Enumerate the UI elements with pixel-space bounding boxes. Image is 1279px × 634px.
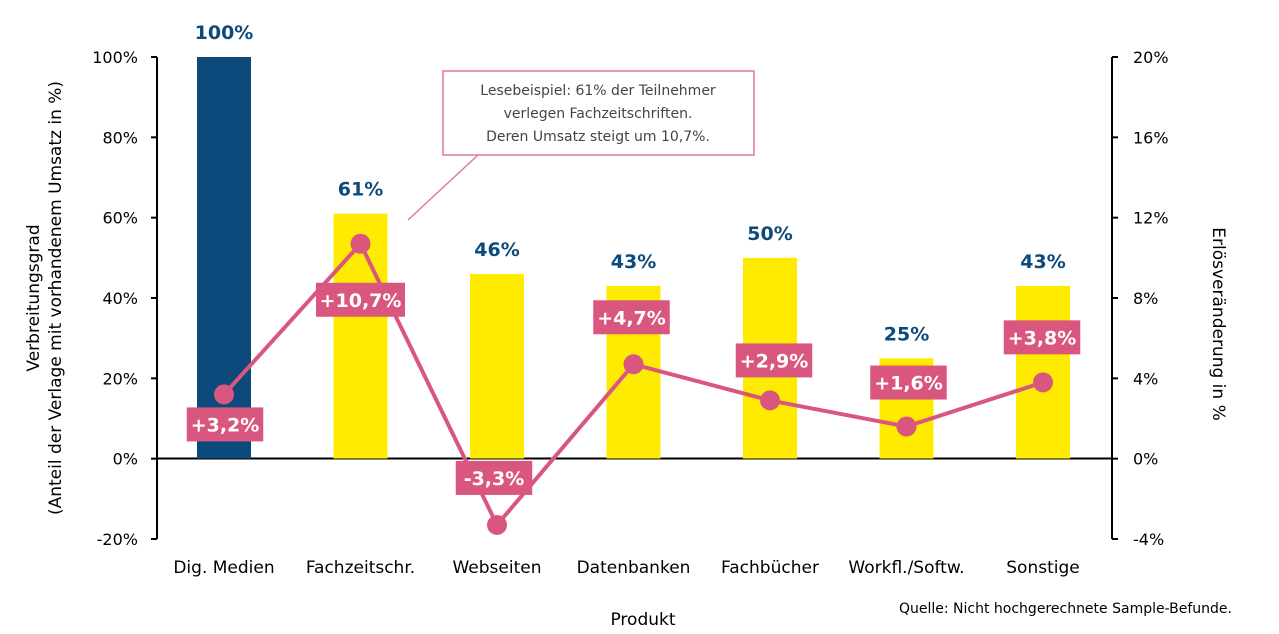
- line-data-label: +4,7%: [597, 307, 666, 329]
- line-data-label: +1,6%: [874, 373, 943, 395]
- x-tick-label: Fachzeitschr.: [306, 558, 415, 578]
- y-tick-label-left: 20%: [102, 369, 138, 388]
- line-data-label: +2,9%: [740, 350, 809, 372]
- bar-labels: 100% 61% 46% 43% 50% 25% 43%: [195, 22, 1066, 345]
- y-axis-right-title: Erlösveränderung in %: [1208, 227, 1228, 420]
- bar-data-label: 25%: [884, 323, 929, 345]
- y-axis-left-title-line2: (Anteil der Verlage mit vorhandenem Umsa…: [46, 81, 66, 515]
- line-point: [896, 416, 917, 437]
- y-tick-label-right: 4%: [1133, 369, 1158, 388]
- bar-data-label: 61%: [338, 179, 383, 201]
- line-point: [623, 354, 644, 375]
- line-labels: +3,2% +10,7% -3,3% +4,7% +2,9% +1,6% +3,8%: [186, 282, 1081, 495]
- y-tick-label-left: 40%: [102, 289, 138, 308]
- line-data-label-box: [735, 343, 813, 378]
- y-tick-label-right: 20%: [1133, 48, 1169, 67]
- bar-data-label: 100%: [195, 22, 254, 44]
- line-data-label-box: [1003, 320, 1081, 355]
- x-tick-label: Fachbücher: [721, 558, 819, 578]
- x-axis-title: Produkt: [610, 610, 675, 630]
- line-data-label: +3,8%: [1008, 327, 1077, 349]
- line-series: [214, 233, 1053, 535]
- line-data-label-box: [316, 282, 405, 317]
- line-data-label: -3,3%: [464, 468, 525, 490]
- y-tick-label-left: 100%: [92, 48, 138, 67]
- y-tick-label-right: 8%: [1133, 289, 1158, 308]
- bar: [470, 273, 524, 459]
- line-data-label-box: [593, 300, 670, 335]
- line-data-label: +10,7%: [320, 290, 402, 312]
- y-tick-label-left: -20%: [97, 530, 138, 549]
- annotation-line: Lesebeispiel: 61% der Teilnehmer: [480, 83, 716, 99]
- line-data-label-box: [455, 460, 533, 495]
- x-tick-label: Webseiten: [452, 558, 541, 578]
- annotation-line: verlegen Fachzeitschriften.: [504, 106, 693, 122]
- bar-data-label: 43%: [1020, 251, 1065, 273]
- line-point: [487, 514, 507, 535]
- line-point: [350, 233, 371, 254]
- line-data-label: +3,2%: [191, 414, 260, 436]
- line-data-label-box: [186, 407, 264, 442]
- y-tick-label-right: 16%: [1133, 128, 1169, 147]
- line-point: [214, 384, 234, 405]
- axes: 100% 20% 80% 16% 60% 12% 40% 8% 20% 4% 0% 0% -20% -4%…: [92, 48, 1168, 578]
- line-point: [760, 390, 780, 411]
- annotation: Lesebeispiel: 61% der Teilnehmer verlege…: [407, 70, 755, 221]
- bar-data-label: 43%: [611, 251, 656, 273]
- annotation-box: [442, 70, 755, 156]
- bar-data-label: 46%: [474, 239, 519, 261]
- y-tick-label-left: 0%: [113, 450, 138, 469]
- bar-data-label: 50%: [747, 223, 792, 245]
- y-axis-left-title-line1: Verbreitungsgrad: [24, 224, 44, 371]
- x-tick-label: Sonstige: [1006, 558, 1079, 578]
- bar: [333, 213, 388, 459]
- line-data-label-box: [870, 365, 947, 400]
- x-tick-label: Datenbanken: [577, 558, 691, 578]
- x-tick-label: Dig. Medien: [173, 558, 274, 578]
- x-tick-label: Workfl./Softw.: [848, 558, 964, 578]
- annotation-connector: [407, 154, 479, 221]
- line-point: [1033, 372, 1053, 393]
- annotation-line: Deren Umsatz steigt um 10,7%.: [486, 129, 710, 145]
- y-tick-label-right: 12%: [1133, 209, 1169, 228]
- y-tick-label-left: 60%: [102, 209, 138, 228]
- y-tick-label-left: 80%: [102, 128, 138, 147]
- y-tick-label-right: 0%: [1133, 450, 1158, 469]
- bar: [1016, 285, 1070, 459]
- source-note: Quelle: Nicht hochgerechnete Sample-Befu…: [899, 601, 1232, 617]
- y-tick-label-right: -4%: [1133, 530, 1164, 549]
